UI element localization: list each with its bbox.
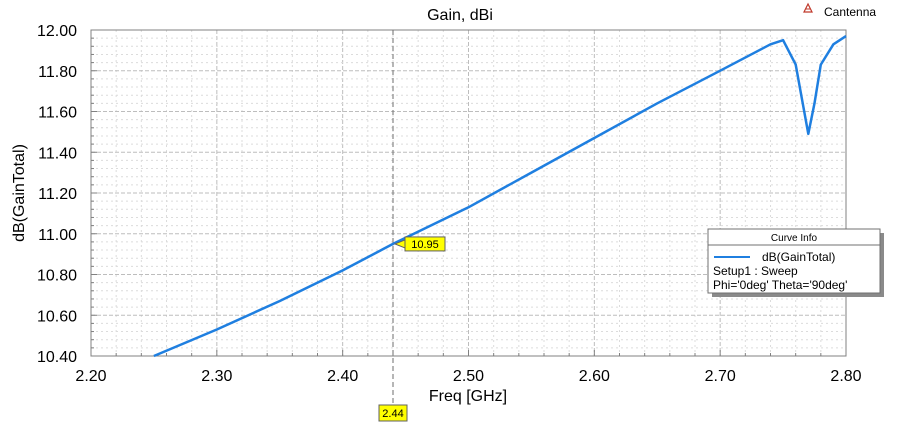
brand-name: Cantenna	[824, 5, 876, 19]
brand-logo-icon	[803, 2, 813, 13]
y-tick-label: 11.00	[38, 227, 77, 244]
marker-x-value: 2.44	[382, 408, 403, 420]
y-axis-label: dB(GainTotal)	[11, 144, 28, 242]
y-tick-label: 10.80	[37, 268, 77, 285]
x-tick-label: 2.80	[830, 368, 861, 385]
x-tick-label: 2.50	[453, 368, 484, 385]
legend-entry-angles: Phi='0deg' Theta='90deg'	[713, 278, 847, 292]
x-tick-label: 2.60	[579, 368, 610, 385]
legend-entry-setup: Setup1 : Sweep	[713, 264, 798, 278]
y-tick-label: 11.40	[38, 145, 77, 162]
series-layer	[153, 35, 847, 358]
plot-frame	[90, 29, 847, 357]
x-tick-label: 2.70	[705, 368, 736, 385]
y-tick-label: 11.20	[38, 186, 77, 203]
y-tick-label: 11.60	[38, 105, 77, 122]
x-tick-label: 2.20	[75, 368, 106, 385]
chart-title: Gain, dBi	[427, 7, 493, 24]
y-axis-ticks: 10.40 10.60 10.80 11.00 11.20 11.40 11.60 11.80…	[37, 23, 77, 366]
legend-title: Curve Info	[771, 233, 818, 244]
x-axis-label: Freq [GHz]	[429, 388, 507, 405]
marker-x-label[interactable]: 2.44	[378, 404, 408, 422]
marker-y-label[interactable]: 10.95	[393, 236, 446, 252]
y-tick-label: 10.40	[37, 349, 77, 366]
y-tick-label: 11.80	[38, 64, 77, 81]
series-line-gain-total[interactable]	[153, 35, 847, 358]
x-tick-label: 2.40	[327, 368, 358, 385]
x-tick-label: 2.30	[201, 368, 232, 385]
legend-entry-series: dB(GainTotal)	[762, 250, 835, 264]
y-tick-label: 12.00	[37, 23, 77, 40]
grid-layer	[91, 30, 846, 356]
x-axis-ticks: 2.20 2.30 2.40 2.50 2.60 2.70 2.80	[75, 368, 861, 385]
y-tick-label: 10.60	[37, 308, 77, 325]
marker-y-value: 10.95	[411, 239, 439, 251]
legend-box[interactable]: Curve Info dB(GainTotal) Setup1 : Sweep …	[707, 228, 884, 297]
